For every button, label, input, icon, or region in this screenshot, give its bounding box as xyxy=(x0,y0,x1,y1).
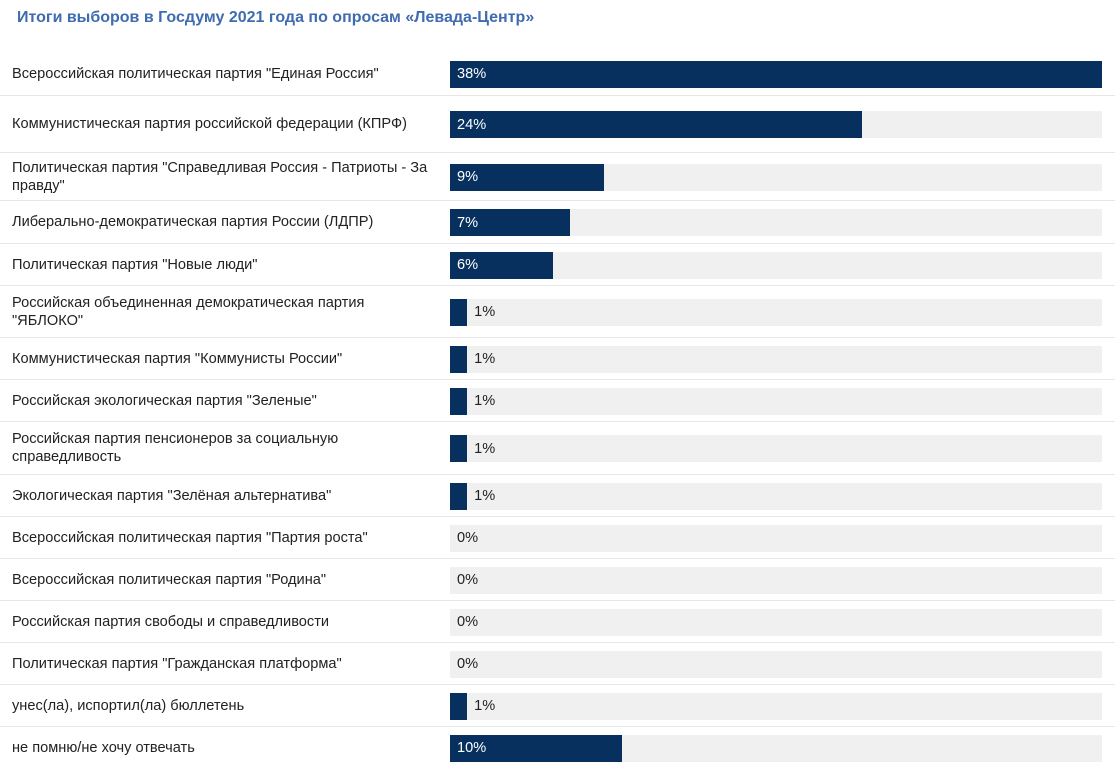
value-label: 1% xyxy=(474,351,496,367)
bar-row: не помню/не хочу отвечать 10% xyxy=(0,727,1115,769)
category-label: Коммунистическая партия российской федер… xyxy=(12,116,407,132)
value-label: 1% xyxy=(474,440,496,457)
category-label: Политическая партия "Новые люди" xyxy=(12,256,258,273)
bar-track: 1% xyxy=(450,482,1102,510)
bar-row: Политическая партия "Гражданская платфор… xyxy=(0,643,1115,685)
bar xyxy=(450,163,605,191)
bar-track: 0% xyxy=(450,608,1102,636)
category-label: Российская экологическая партия "Зеленые… xyxy=(12,392,317,409)
value-label: 10% xyxy=(457,740,487,756)
bar-row: Коммунистическая партия "Коммунисты Росс… xyxy=(0,338,1115,380)
category-label: Политическая партия "Гражданская платфор… xyxy=(12,655,342,672)
category-label: Всероссийская политическая партия "Парти… xyxy=(12,529,368,546)
bar-track: 9% xyxy=(450,163,1102,191)
chart-title: Итоги выборов в Госдуму 2021 года по опр… xyxy=(17,9,535,26)
value-label: 0% xyxy=(457,530,479,546)
bar-row: Коммунистическая партия российской федер… xyxy=(0,96,1115,153)
bar xyxy=(450,692,468,720)
bar-row: Либерально-демократическая партия России… xyxy=(0,201,1115,244)
category-label: Экологическая партия "Зелёная альтернати… xyxy=(12,487,332,504)
bar xyxy=(450,111,862,138)
value-label: 0% xyxy=(457,572,479,588)
category-label: Коммунистическая партия "Коммунисты Росс… xyxy=(12,350,343,367)
category-label: Российская партия пенсионеров за социаль… xyxy=(12,431,339,465)
bar-track: 7% xyxy=(450,209,1102,236)
bar-row: Всероссийская политическая партия "Родин… xyxy=(0,559,1115,601)
bar-track: 0% xyxy=(450,524,1102,552)
bar-track: 1% xyxy=(450,387,1102,415)
bar-track: 1% xyxy=(450,345,1102,373)
value-label: 1% xyxy=(474,393,496,409)
bar xyxy=(450,387,468,415)
bar xyxy=(450,209,571,236)
category-label: унес(ла), испортил(ла) бюллетень xyxy=(12,697,245,714)
bar xyxy=(450,251,553,279)
bar-row: Российская объединенная демократическая … xyxy=(0,286,1115,338)
bar-row: Политическая партия "Новые люди" 6% xyxy=(0,244,1115,286)
value-label: 38% xyxy=(457,66,487,82)
bar-row: Всероссийская политическая партия "Парти… xyxy=(0,517,1115,559)
bar-track: 24% xyxy=(450,111,1102,138)
category-label: Либерально-демократическая партия России… xyxy=(12,214,374,230)
bar-row: унес(ла), испортил(ла) бюллетень 1% xyxy=(0,685,1115,727)
bar-chart: Всероссийская политическая партия "Едина… xyxy=(0,52,1115,769)
bar-track: 1% xyxy=(450,435,1102,462)
bar xyxy=(450,60,1102,88)
value-label: 1% xyxy=(474,488,496,504)
bar-track: 6% xyxy=(450,251,1102,279)
bar-track: 0% xyxy=(450,650,1102,678)
value-label: 0% xyxy=(457,614,479,630)
category-label: Российская партия свободы и справедливос… xyxy=(12,613,330,630)
bar-row: Всероссийская политическая партия "Едина… xyxy=(0,52,1115,96)
value-label: 6% xyxy=(457,257,479,273)
bar-row: Политическая партия "Справедливая Россия… xyxy=(0,153,1115,201)
bar xyxy=(450,345,468,373)
category-label: Всероссийская политическая партия "Родин… xyxy=(12,571,327,588)
category-label: Российская объединенная демократическая … xyxy=(12,294,365,329)
category-label: Всероссийская политическая партия "Едина… xyxy=(12,65,379,82)
bar xyxy=(450,482,468,510)
bar-row: Российская партия свободы и справедливос… xyxy=(0,601,1115,643)
value-label: 24% xyxy=(457,116,487,133)
bar xyxy=(450,734,622,762)
bar-track: 1% xyxy=(450,298,1102,326)
bar-track: 10% xyxy=(450,734,1102,762)
bar-track: 0% xyxy=(450,566,1102,594)
bar-row: Экологическая партия "Зелёная альтернати… xyxy=(0,475,1115,517)
bar xyxy=(450,298,468,326)
bar xyxy=(450,435,468,462)
bar-track: 38% xyxy=(450,60,1102,88)
bar-row: Российская партия пенсионеров за социаль… xyxy=(0,422,1115,475)
bar-row: Российская экологическая партия "Зеленые… xyxy=(0,380,1115,422)
value-label: 7% xyxy=(457,214,479,231)
value-label: 1% xyxy=(474,304,496,320)
value-label: 9% xyxy=(457,169,479,185)
category-label: Политическая партия "Справедливая Россия… xyxy=(12,159,428,194)
value-label: 0% xyxy=(457,656,479,672)
category-label: не помню/не хочу отвечать xyxy=(12,740,195,756)
bar-track: 1% xyxy=(450,692,1102,720)
value-label: 1% xyxy=(474,698,496,714)
